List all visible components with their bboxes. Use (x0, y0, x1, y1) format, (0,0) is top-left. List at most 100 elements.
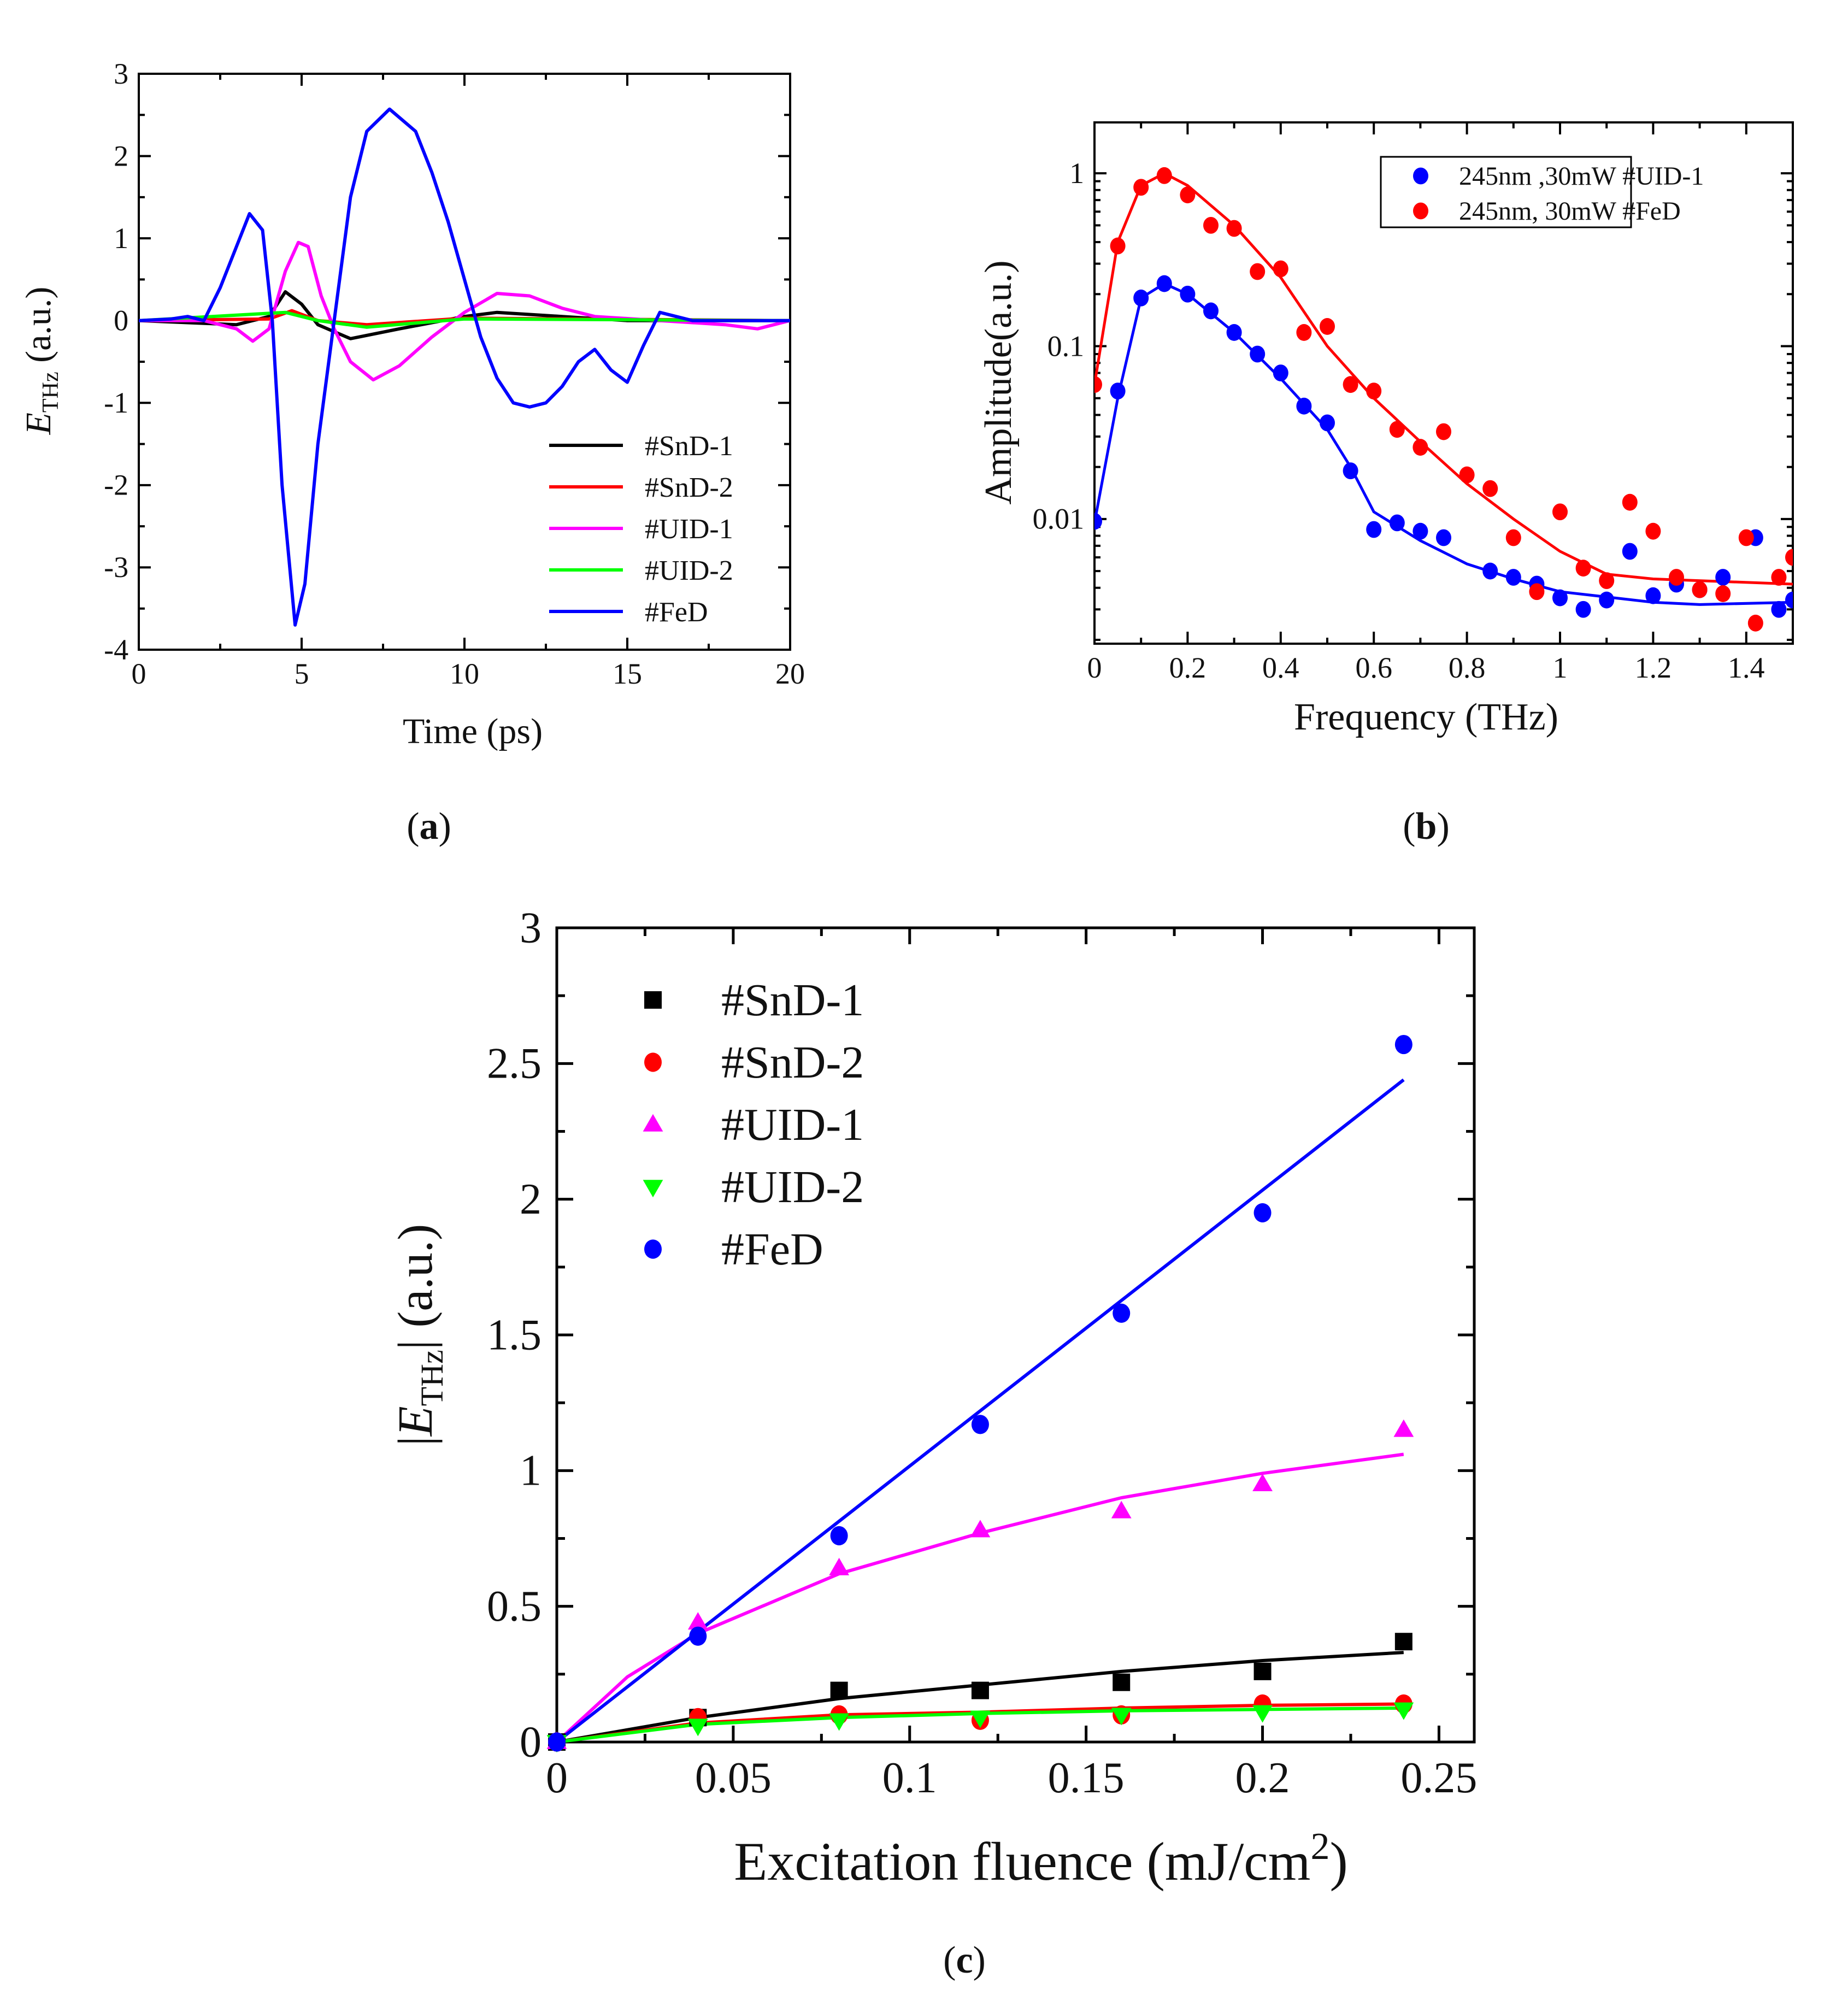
x-tick-label: 1.4 (1728, 651, 1765, 684)
series-line-fed (139, 107, 790, 627)
legend-marker-245nm-30mw-uid-1 (1413, 167, 1428, 185)
x-tick-label: 1.2 (1635, 651, 1672, 684)
legend-marker-uid-1 (643, 1114, 663, 1132)
legend-marker-fed (644, 1239, 662, 1259)
data-point-245nm-30mw-uid-1 (1552, 589, 1568, 607)
data-point-245nm-30mw-fed (1156, 167, 1172, 184)
data-point-245nm-30mw-uid-1 (1599, 591, 1615, 609)
x-axis-label-main: Excitation fluence (mJ/cm (734, 1831, 1310, 1892)
data-point-245nm-30mw-fed (1505, 529, 1521, 546)
y-tick-label: 1 (520, 1447, 542, 1495)
data-point-245nm-30mw-fed (1343, 376, 1358, 393)
data-point-uid-1 (687, 1612, 708, 1630)
x-axis-label: Frequency (THz) (1294, 696, 1558, 738)
data-point-245nm-30mw-uid-1 (1413, 522, 1428, 540)
x-axis-label: Excitation fluence (mJ/cm2) (734, 1826, 1348, 1892)
data-point-245nm-30mw-uid-1 (1203, 302, 1219, 320)
data-point-245nm-30mw-fed (1133, 179, 1149, 196)
legend-label-snd-2: #SnD-2 (721, 1037, 864, 1088)
y-tick-label: 2 (114, 139, 128, 172)
x-tick-label: 0.25 (1400, 1754, 1477, 1802)
y-axis-label-pre: | (389, 1436, 443, 1446)
y-tick-label: 1 (1069, 157, 1084, 190)
fit-line-245nm-30mw-fed (1094, 172, 1793, 586)
data-point-245nm-30mw-fed (1669, 569, 1684, 586)
legend-label-snd-2: #SnD-2 (645, 472, 733, 503)
y-tick-label: -1 (104, 386, 128, 419)
data-point-245nm-30mw-uid-1 (1482, 562, 1498, 580)
legend-label-uid-2: #UID-2 (645, 555, 733, 586)
data-point-245nm-30mw-fed (1226, 220, 1242, 237)
data-point-245nm-30mw-fed (1482, 480, 1498, 497)
data-point-245nm-30mw-uid-1 (1296, 397, 1312, 415)
data-point-uid-2 (970, 1710, 991, 1728)
data-point-fed (1253, 1203, 1272, 1223)
data-point-245nm-30mw-uid-1 (1133, 289, 1149, 307)
legend-label-fed: #FeD (645, 597, 708, 628)
data-point-245nm-30mw-fed (1250, 263, 1266, 280)
data-point-245nm-30mw-fed (1366, 382, 1382, 400)
y-tick-label: 0 (520, 1718, 542, 1766)
x-tick-label: 0.15 (1048, 1754, 1125, 1802)
y-tick-label: 3 (114, 57, 128, 90)
x-tick-label: 0.4 (1262, 651, 1299, 684)
x-tick-label: 20 (775, 657, 805, 690)
x-tick-label: 0.05 (695, 1754, 772, 1802)
data-point-245nm-30mw-uid-1 (1366, 521, 1382, 538)
x-tick-label: 0.2 (1169, 651, 1207, 684)
y-axis-label: ETHz (a.u.) (19, 287, 63, 436)
fit-line-fed (556, 1078, 1405, 1744)
y-tick-label: -3 (104, 551, 128, 584)
legend-label-snd-1: #SnD-1 (645, 431, 733, 462)
caption-a: (a) (407, 805, 451, 848)
data-point-uid-1 (1111, 1500, 1132, 1519)
data-point-245nm-30mw-fed (1203, 216, 1219, 234)
y-tick-label: 0.01 (1033, 503, 1085, 535)
legend-label-uid-1: #UID-1 (645, 514, 733, 545)
data-point-245nm-30mw-uid-1 (1343, 462, 1358, 480)
data-point-245nm-30mw-uid-1 (1645, 587, 1661, 604)
data-point-245nm-30mw-fed (1645, 522, 1661, 540)
legend-marker-snd-2 (644, 1052, 662, 1072)
data-point-uid-1 (829, 1557, 850, 1575)
data-point-uid-2 (687, 1719, 708, 1737)
data-point-uid-1 (970, 1520, 991, 1538)
y-tick-label: 0 (114, 304, 128, 337)
legend-marker-snd-1 (644, 991, 662, 1009)
y-tick-label: -4 (104, 633, 128, 666)
legend-label-uid-1: #UID-1 (721, 1099, 864, 1150)
data-point-245nm-30mw-fed (1622, 493, 1638, 511)
legend-marker-245nm-30mw-fed (1413, 202, 1428, 220)
data-point-uid-2 (829, 1713, 850, 1731)
fit-line-245nm-30mw-uid-1 (1094, 282, 1793, 606)
data-point-245nm-30mw-fed (1738, 529, 1754, 546)
data-point-245nm-30mw-fed (1094, 376, 1102, 393)
data-point-245nm-30mw-fed (1529, 583, 1545, 601)
x-axis-label: Time (ps) (403, 711, 543, 751)
x-tick-label: 10 (450, 657, 479, 690)
y-axis-label-rest: (a.u.) (19, 287, 58, 372)
x-tick-label: 5 (295, 657, 309, 690)
data-point-snd-1 (830, 1681, 848, 1699)
y-axis-label-rest: | (a.u.) (389, 1224, 443, 1350)
x-tick-label: 0.8 (1449, 651, 1486, 684)
x-tick-label: 0.6 (1355, 651, 1392, 684)
data-point-245nm-30mw-fed (1436, 423, 1451, 440)
data-point-245nm-30mw-uid-1 (1094, 513, 1102, 530)
x-tick-label: 0.1 (882, 1754, 937, 1802)
y-tick-label: 2 (520, 1175, 542, 1223)
y-tick-label: 0.1 (1047, 329, 1085, 362)
data-point-fed (830, 1526, 848, 1546)
data-point-fed (1394, 1034, 1413, 1055)
data-point-fed (971, 1415, 989, 1434)
legend-label-245nm-30mw-uid-1: 245nm ,30mW #UID-1 (1459, 162, 1704, 191)
data-point-uid-1 (1252, 1473, 1273, 1491)
legend-label-fed: #FeD (721, 1224, 823, 1275)
data-point-245nm-30mw-fed (1575, 560, 1591, 577)
caption-c: (c) (943, 1939, 986, 1981)
data-point-245nm-30mw-uid-1 (1273, 364, 1288, 381)
legend-marker-uid-2 (643, 1180, 663, 1198)
x-tick-label: 15 (613, 657, 642, 690)
fit-line-uid-1 (555, 1452, 1404, 1744)
y-axis-label: Amplitude(a.u.) (978, 260, 1020, 504)
